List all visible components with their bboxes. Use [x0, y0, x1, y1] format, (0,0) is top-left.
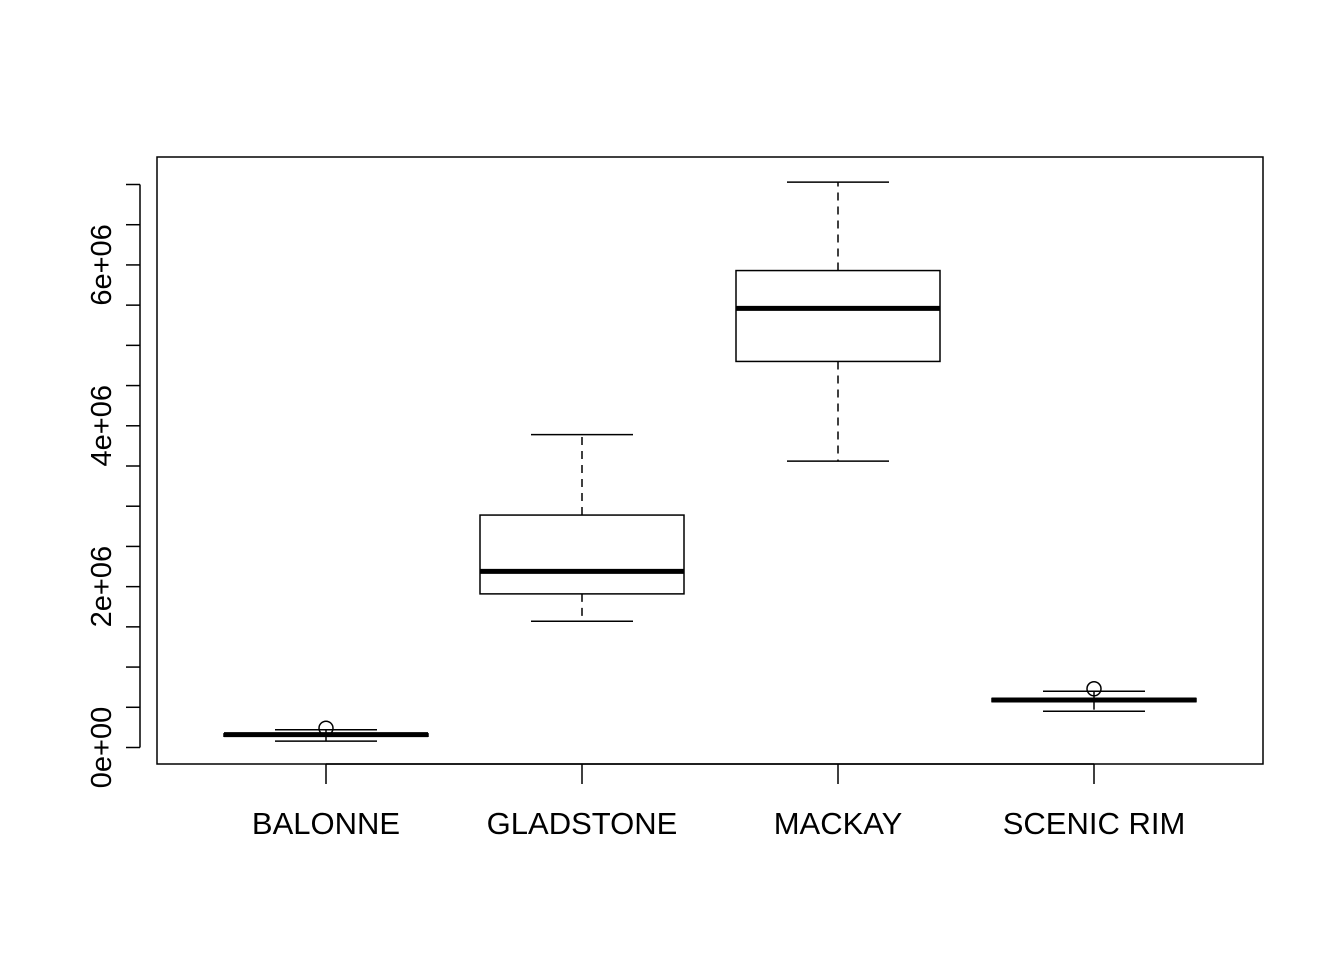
x-tick-label: BALONNE	[252, 806, 400, 841]
y-tick-label: 0e+00	[86, 707, 118, 788]
box-gladstone	[479, 433, 685, 622]
y-tick-label: 6e+06	[86, 224, 118, 305]
y-tick-label: 2e+06	[86, 546, 118, 627]
x-tick-label: SCENIC RIM	[1003, 806, 1186, 841]
box-balonne	[223, 720, 429, 742]
outlier-point	[1086, 681, 1102, 697]
outlier-point	[318, 720, 334, 736]
box-iqr	[479, 514, 685, 595]
box-mackay	[735, 181, 941, 462]
x-axis: BALONNE GLADSTONE MACKAY SCENIC RIM	[252, 763, 1186, 841]
box-scenic-rim	[991, 681, 1197, 713]
box-series	[223, 181, 1197, 742]
x-tick-label: GLADSTONE	[487, 806, 678, 841]
y-axis: 0e+00 2e+06 4e+06 6e+06	[86, 183, 141, 788]
plot-frame	[156, 156, 1264, 765]
box-iqr	[735, 269, 941, 363]
x-tick-label: MACKAY	[774, 806, 903, 841]
y-tick-label: 4e+06	[86, 385, 118, 466]
